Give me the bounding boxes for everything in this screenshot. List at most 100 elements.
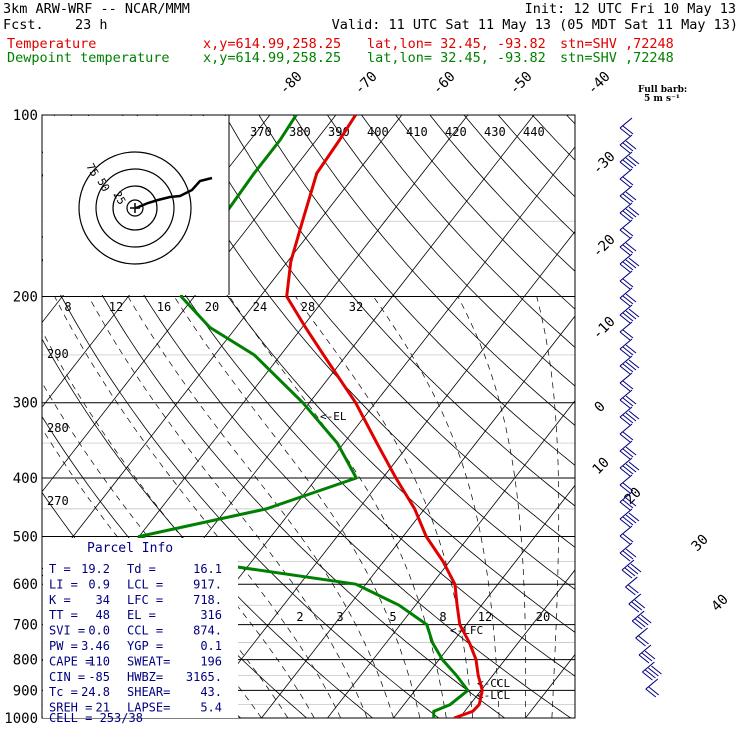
parcel-label: TT = xyxy=(49,608,78,622)
forecast-label: Fcst. xyxy=(3,17,44,33)
hodograph-ring xyxy=(112,185,158,231)
mixing-ratio-label: 3 xyxy=(336,610,343,624)
dewpoint-legend: Dewpoint temperature xyxy=(7,50,170,66)
parcel-label: PW = xyxy=(49,639,78,653)
parcel-value: 16.1 xyxy=(193,562,222,576)
wind-barb xyxy=(619,253,640,273)
hodograph-trace xyxy=(135,176,213,210)
parcel-label: LFC = xyxy=(127,593,163,607)
parcel-value: 196 xyxy=(200,654,222,668)
wind-barb xyxy=(642,661,662,681)
isotherm-line xyxy=(525,653,575,718)
wind-tick-label: 24 xyxy=(253,300,267,314)
parcel-title: Parcel Info xyxy=(87,541,173,556)
parcel-value: 316 xyxy=(200,608,222,622)
isotherm-label: -20 xyxy=(590,232,619,261)
theta-left-label: 290 xyxy=(47,347,69,361)
forecast-hour: 23 h xyxy=(75,17,108,33)
mixing-ratio-label: 2 xyxy=(296,610,303,624)
parcel-value: 110 xyxy=(88,654,110,668)
parcel-value: 917. xyxy=(193,577,222,591)
parcel-label: SVI = xyxy=(49,624,85,638)
dry-adiabat xyxy=(395,115,575,310)
hodograph-ring-label: 75 xyxy=(83,161,101,179)
dry-adiabat xyxy=(156,115,575,590)
wind-barb xyxy=(619,202,640,222)
wind-barb xyxy=(619,236,637,256)
isotherm-label: 0 xyxy=(592,399,609,416)
parcel-value: 48 xyxy=(96,608,110,622)
parcel-label: YGP = xyxy=(127,639,163,653)
dry-adiabat xyxy=(566,115,575,125)
isotherm-line xyxy=(42,115,337,493)
isotherm-line xyxy=(459,569,575,718)
wind-tick-label: 12 xyxy=(109,300,123,314)
parcel-label: LCL = xyxy=(127,577,163,591)
isotherm-label: -80 xyxy=(277,69,306,98)
temperature-station: stn=SHV ,72248 xyxy=(560,36,674,52)
dry-adiabat xyxy=(292,115,575,426)
wind-barb xyxy=(619,508,640,528)
wind-barb xyxy=(625,576,639,596)
moist-adiabat xyxy=(173,296,421,718)
parcel-value: 21 xyxy=(96,701,110,715)
isotherm-label: 30 xyxy=(689,532,712,555)
parcel-cell: CELL = 253/38 xyxy=(49,711,143,725)
pressure-tick-label: 400 xyxy=(13,471,38,487)
pressure-tick-label: 200 xyxy=(13,290,38,306)
hodograph-ring xyxy=(126,199,144,217)
wind-barb xyxy=(619,304,640,324)
parcel-label: SHEAR= xyxy=(127,685,170,699)
theta-label: 390 xyxy=(328,125,350,139)
mixing-ratio-label: 20 xyxy=(536,610,550,624)
wind-tick-label: 32 xyxy=(349,300,363,314)
pressure-tick-label: 1000 xyxy=(4,711,38,727)
wind-barb xyxy=(619,372,634,392)
temperature-profile xyxy=(285,115,484,718)
dry-adiabat xyxy=(190,115,575,548)
dry-adiabat xyxy=(224,115,575,507)
parcel-label: SWEAT= xyxy=(127,654,170,668)
barb-legend-title: Full barb: xyxy=(638,85,688,95)
dry-adiabat xyxy=(53,115,572,718)
wind-barbs xyxy=(619,117,662,698)
temperature-latlon: lat,lon= 32.45, -93.82 xyxy=(367,36,546,52)
wind-tick-label: 20 xyxy=(205,300,219,314)
wind-barb xyxy=(619,168,634,188)
parcel-info-panel: Parcel Info T = 19.2 Td = 16.1 LI = 0.9 LCL = 91… xyxy=(43,538,238,725)
wind-barb xyxy=(619,389,637,409)
parcel-value: 0.0 xyxy=(88,624,110,638)
parcel-label: HWBZ= xyxy=(127,670,163,684)
isotherm-line xyxy=(393,484,575,718)
parcel-label: K = xyxy=(49,593,71,607)
isotherm-line xyxy=(327,400,575,718)
dry-adiabat xyxy=(361,115,575,348)
wind-barb xyxy=(645,678,660,698)
mixing-ratio-label: 8 xyxy=(439,610,446,624)
parcel-value: 19.2 xyxy=(81,562,110,576)
parcel-label: SREH = xyxy=(49,701,92,715)
wind-barb xyxy=(619,219,634,239)
plot-frame xyxy=(41,114,576,719)
dry-adiabat xyxy=(327,115,575,387)
pressure-tick-label: 100 xyxy=(13,108,38,124)
wind-barb xyxy=(635,627,649,647)
parcel-label: LAPSE= xyxy=(127,701,170,715)
dewpoint-station: stn=SHV ,72248 xyxy=(560,50,674,66)
mixing-ratio-label: 12 xyxy=(478,610,492,624)
parcel-value: 3.46 xyxy=(81,639,110,653)
pressure-tick-label: 900 xyxy=(13,683,38,699)
wind-barb xyxy=(619,287,637,307)
pressure-tick-label: 500 xyxy=(13,529,38,545)
dewpoint-latlon: lat,lon= 32.45, -93.82 xyxy=(367,50,546,66)
wind-barb xyxy=(619,474,634,494)
level-annotation: <-CCL xyxy=(477,677,510,690)
isotherm-label: -60 xyxy=(430,69,459,98)
parcel-value: 874. xyxy=(193,624,222,638)
isotherm-label: -10 xyxy=(590,314,619,343)
wind-barb xyxy=(619,423,634,443)
parcel-label: CIN = xyxy=(49,670,85,684)
parcel-value: 43. xyxy=(200,685,222,699)
